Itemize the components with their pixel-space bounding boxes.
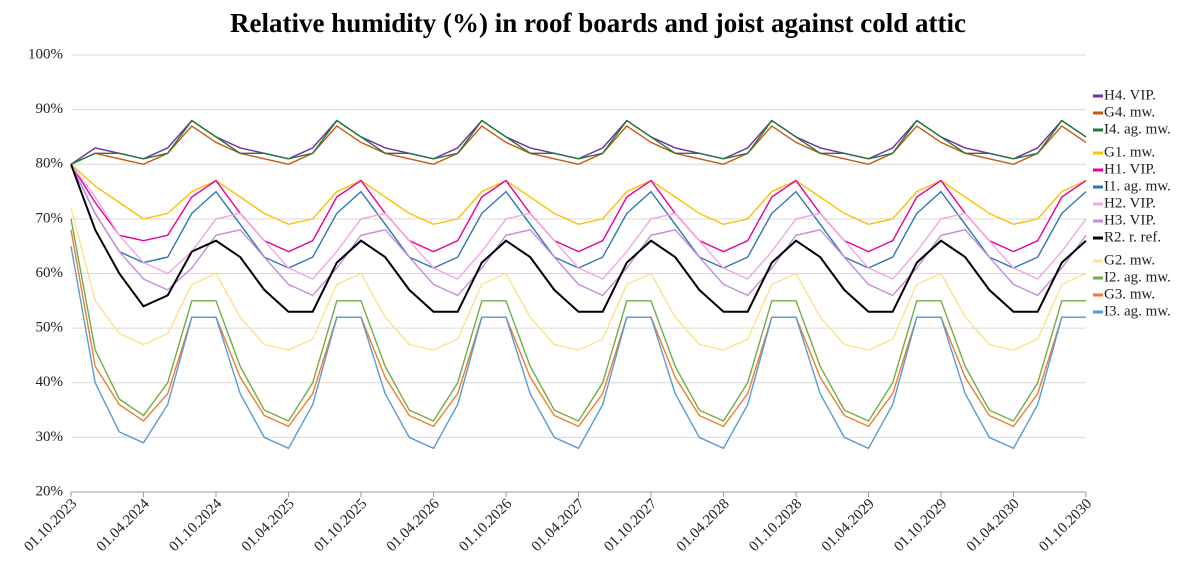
series-line <box>70 163 1087 253</box>
legend-label: R2. r. ref. <box>1104 229 1161 245</box>
y-tick-label: 70% <box>36 210 64 226</box>
x-tick-label: 01.10.2026 <box>456 496 515 555</box>
legend-label: G3. mw. <box>1104 286 1155 302</box>
series-line <box>70 163 1087 269</box>
legend-label: I2. ag. mw. <box>1104 269 1171 285</box>
legend-label: I1. ag. mw. <box>1104 178 1171 194</box>
x-tick-label: 01.10.2030 <box>1036 496 1095 555</box>
y-tick-label: 20% <box>36 483 64 499</box>
x-tick-label: 01.04.2028 <box>674 496 733 555</box>
legend-label: H1. VIP. <box>1104 161 1156 177</box>
series-line <box>70 218 1086 422</box>
chart-title: Relative humidity (%) in roof boards and… <box>230 8 966 38</box>
x-tick-label: 01.04.2030 <box>964 496 1023 555</box>
x-tick-label: 01.04.2027 <box>529 496 588 555</box>
legend-label: I3. ag. mw. <box>1104 303 1171 319</box>
series-line <box>70 246 1086 450</box>
x-tick-label: 01.04.2029 <box>819 496 878 555</box>
x-tick-label: 01.10.2023 <box>21 496 80 555</box>
series-line <box>70 163 1087 313</box>
y-tick-label: 60% <box>36 265 64 281</box>
legend-label: G4. mw. <box>1104 104 1155 120</box>
legend-label: H2. VIP. <box>1104 195 1156 211</box>
legend-label: I4. ag. mw. <box>1104 121 1171 137</box>
legend-label: H4. VIP. <box>1104 87 1156 103</box>
series-line <box>70 163 1087 297</box>
x-tick-label: 01.04.2025 <box>239 496 298 555</box>
y-tick-label: 30% <box>36 429 64 445</box>
x-tick-label: 01.04.2024 <box>94 496 153 555</box>
series-line <box>70 163 1087 226</box>
y-tick-label: 80% <box>36 156 64 172</box>
series-line <box>70 207 1087 351</box>
x-tick-label: 01.10.2024 <box>166 496 225 555</box>
legend-label: G2. mw. <box>1104 252 1155 268</box>
x-tick-label: 01.10.2025 <box>311 496 370 555</box>
series-line <box>70 119 1087 165</box>
legend-label: G1. mw. <box>1104 144 1155 160</box>
y-tick-label: 100% <box>28 46 63 62</box>
legend-label: H3. VIP. <box>1104 212 1156 228</box>
y-tick-label: 40% <box>36 374 64 390</box>
x-tick-label: 01.10.2029 <box>891 496 950 555</box>
x-tick-label: 01.10.2027 <box>601 496 660 555</box>
x-tick-label: 01.10.2028 <box>746 496 805 555</box>
y-tick-label: 90% <box>36 101 64 117</box>
x-tick-label: 01.04.2026 <box>384 496 443 555</box>
series-line <box>70 163 1087 280</box>
y-tick-label: 50% <box>36 320 64 336</box>
